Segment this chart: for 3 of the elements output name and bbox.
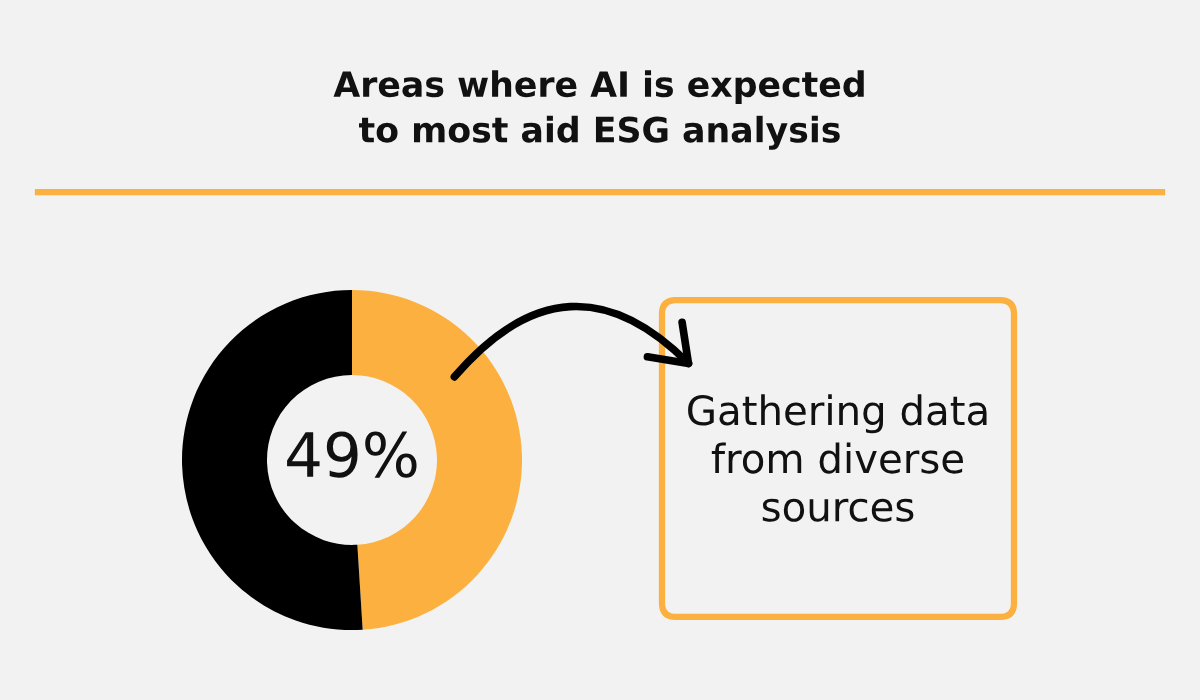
- chart-title: Areas where AI is expected to most aid ESG analysis: [333, 70, 864, 150]
- data-label: 49%: [287, 431, 417, 478]
- slice-label: Gathering data from diverse sources: [688, 394, 987, 522]
